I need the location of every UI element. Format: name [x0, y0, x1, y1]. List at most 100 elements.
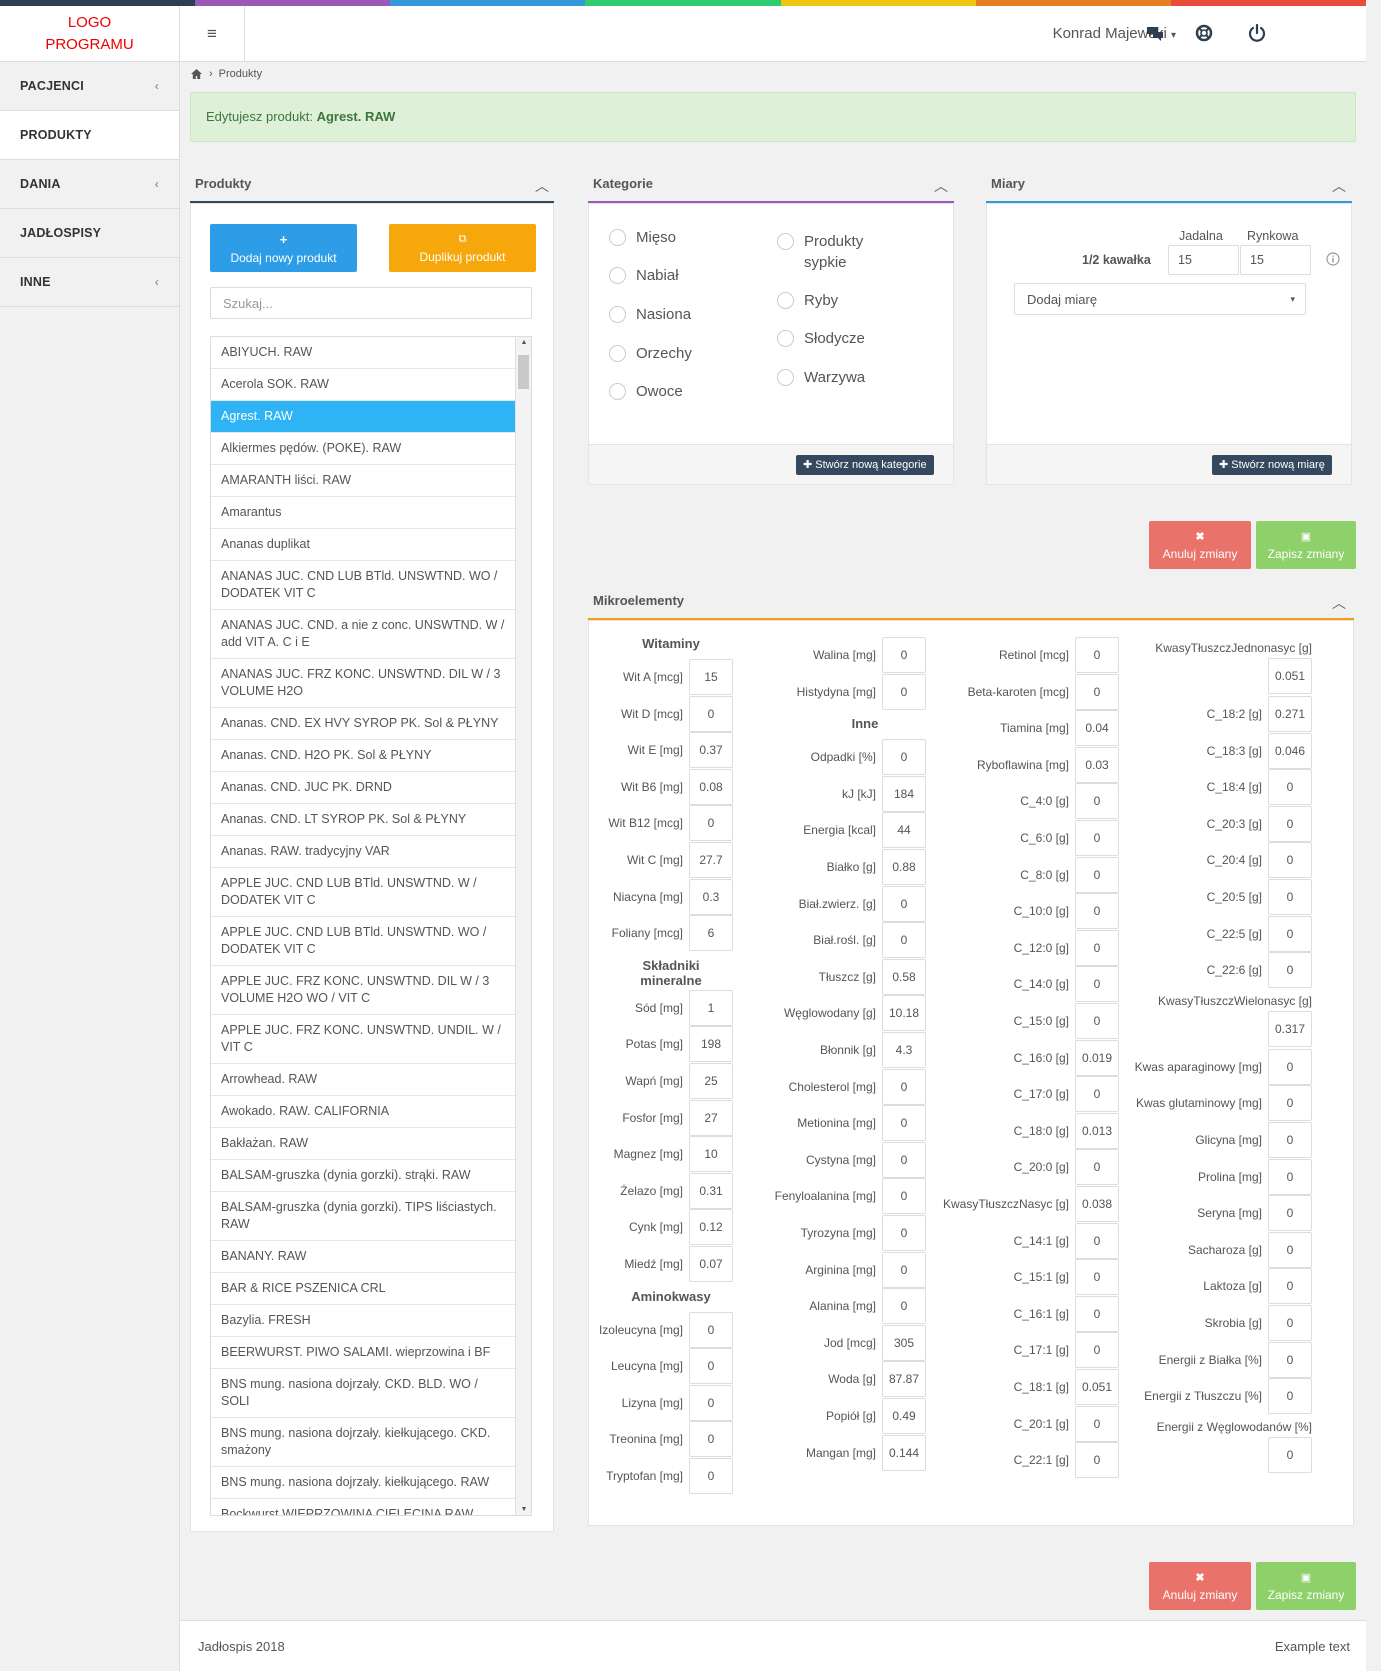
list-item[interactable]: BANANY. RAW — [211, 1241, 516, 1273]
list-item[interactable]: BAR & RICE PSZENICA CRL — [211, 1273, 516, 1305]
list-item[interactable]: ANANAS JUC. FRZ KONC. UNSWTND. DIL W / 3… — [211, 659, 516, 708]
scroll-up-icon[interactable]: ▲ — [520, 339, 528, 346]
app-logo[interactable]: LOGO PROGRAMU — [0, 6, 179, 62]
list-item[interactable]: APPLE JUC. FRZ KONC. UNSWTND. UNDIL. W /… — [211, 1015, 516, 1064]
micro-value-input[interactable]: 6 — [689, 915, 733, 952]
micro-value-input[interactable]: 0 — [1075, 673, 1119, 710]
micro-value-input[interactable]: 0.31 — [689, 1172, 733, 1209]
collapse-micro-icon[interactable]: ︿ — [1332, 595, 1346, 611]
micro-value-input[interactable]: 0 — [1075, 1003, 1119, 1039]
radio-button[interactable] — [777, 292, 794, 309]
category-option[interactable]: Mięso — [609, 227, 676, 248]
micro-value-input[interactable]: 198 — [689, 1026, 733, 1063]
micro-value-input[interactable]: 0 — [882, 1068, 926, 1105]
micro-field[interactable]: 0.317 — [1268, 1010, 1312, 1047]
list-item[interactable]: BALSAM-gruszka (dynia gorzki). strąki. R… — [211, 1160, 516, 1192]
micro-value-input[interactable]: 0 — [1268, 1195, 1312, 1232]
micro-value-input[interactable]: 0.317 — [1268, 1010, 1312, 1047]
micro-value-input[interactable]: 184 — [882, 775, 926, 812]
micro-value-input[interactable]: 0 — [882, 922, 926, 959]
list-item[interactable]: Agrest. RAW — [211, 401, 516, 433]
list-item[interactable]: Ananas. CND. LT SYROP PK. Sol & PŁYNY — [211, 804, 516, 836]
micro-field[interactable]: 0.051 — [1268, 658, 1312, 694]
radio-button[interactable] — [777, 233, 794, 250]
micro-value-input[interactable]: 27.7 — [689, 842, 733, 878]
list-item[interactable]: Bakłażan. RAW — [211, 1128, 516, 1160]
micro-value-input[interactable]: 0 — [1075, 637, 1119, 673]
micro-value-input[interactable]: 0 — [1075, 1442, 1119, 1479]
radio-button[interactable] — [777, 330, 794, 347]
micro-value-input[interactable]: 0 — [1075, 1295, 1119, 1332]
list-item[interactable]: BNS mung. nasiona dojrzały. kiełkującego… — [211, 1467, 516, 1499]
power-icon[interactable] — [1246, 22, 1268, 44]
list-item[interactable]: BEERWURST. PIWO SALAMI. wieprzowina i BF — [211, 1337, 516, 1369]
micro-value-input[interactable]: 0 — [1075, 856, 1119, 893]
list-item[interactable]: Bazylia. FRESH — [211, 1305, 516, 1337]
micro-value-input[interactable]: 0 — [1268, 879, 1312, 915]
micro-value-input[interactable]: 0 — [689, 1458, 733, 1494]
micro-value-input[interactable]: 0 — [1075, 1222, 1119, 1259]
micro-value-input[interactable]: 0 — [1268, 1378, 1312, 1415]
micro-value-input[interactable]: 0 — [689, 1348, 733, 1385]
list-item[interactable]: BALSAM-gruszka (dynia gorzki). TIPS liśc… — [211, 1192, 516, 1241]
home-icon[interactable] — [190, 68, 203, 80]
category-option[interactable]: Warzywa — [777, 367, 877, 388]
micro-value-input[interactable]: 0 — [1268, 1085, 1312, 1122]
collapse-products-icon[interactable]: ︿ — [535, 178, 549, 194]
list-item[interactable]: ANANAS JUC. CND LUB BTld. UNSWTND. WO / … — [211, 561, 516, 610]
micro-value-input[interactable]: 0 — [882, 1178, 926, 1215]
radio-button[interactable] — [777, 369, 794, 386]
info-icon[interactable] — [1326, 252, 1340, 266]
micro-value-input[interactable]: 0 — [689, 1311, 733, 1348]
product-list-scrollbar[interactable]: ▲ ▼ — [515, 337, 531, 1515]
category-option[interactable]: Nabiał — [609, 265, 679, 286]
list-item[interactable]: APPLE JUC. CND LUB BTld. UNSWTND. WO / D… — [211, 917, 516, 966]
micro-value-input[interactable]: 0 — [689, 1384, 733, 1421]
micro-value-input[interactable]: 0 — [1268, 1268, 1312, 1305]
collapse-measures-icon[interactable]: ︿ — [1332, 178, 1346, 194]
category-option[interactable]: Produkty sypkie — [777, 231, 877, 273]
micro-value-input[interactable]: 0 — [1075, 966, 1119, 1003]
micro-value-input[interactable]: 0 — [1268, 1436, 1312, 1473]
micro-value-input[interactable]: 0.12 — [689, 1209, 733, 1246]
micro-value-input[interactable]: 0 — [1075, 929, 1119, 966]
list-item[interactable]: APPLE JUC. CND LUB BTld. UNSWTND. W / DO… — [211, 868, 516, 917]
micro-value-input[interactable]: 0.019 — [1075, 1039, 1119, 1076]
sidebar-item-pacjenci[interactable]: PACJENCI ‹ — [0, 62, 179, 111]
add-measure-select[interactable]: Dodaj miarę ▾ — [1014, 283, 1306, 315]
radio-button[interactable] — [609, 345, 626, 362]
category-option[interactable]: Owoce — [609, 381, 683, 402]
sidebar-item-jadłospisy[interactable]: JADŁOSPISY — [0, 209, 179, 258]
micro-value-input[interactable]: 0.07 — [689, 1246, 733, 1282]
sidebar-item-produkty[interactable]: PRODUKTY — [0, 111, 179, 160]
category-option[interactable]: Orzechy — [609, 343, 692, 364]
category-option[interactable]: Słodycze — [777, 328, 877, 349]
micro-value-input[interactable]: 0.08 — [689, 768, 733, 805]
micro-value-input[interactable]: 0 — [1075, 1149, 1119, 1186]
list-item[interactable]: Ananas. CND. H2O PK. Sol & PŁYNY — [211, 740, 516, 772]
comments-icon[interactable] — [1144, 22, 1166, 44]
micro-value-input[interactable]: 0.3 — [689, 878, 733, 915]
list-item[interactable]: Ananas duplikat — [211, 529, 516, 561]
list-item[interactable]: ABIYUCH. RAW — [211, 337, 516, 369]
product-list[interactable]: ABIYUCH. RAW Acerola SOK. RAW Agrest. RAW A… — [210, 336, 532, 1516]
micro-value-input[interactable]: 0 — [1075, 820, 1119, 856]
radio-button[interactable] — [609, 306, 626, 323]
edible-input[interactable]: 15 — [1168, 245, 1239, 275]
collapse-categories-icon[interactable]: ︿ — [934, 178, 948, 194]
micro-value-input[interactable]: 0.144 — [882, 1434, 926, 1471]
micro-value-input[interactable]: 15 — [689, 659, 733, 695]
duplicate-product-button[interactable]: ⧉ Duplikuj produkt — [389, 224, 536, 272]
micro-value-input[interactable]: 0 — [1075, 1076, 1119, 1113]
micro-value-input[interactable]: 0.49 — [882, 1398, 926, 1434]
list-item[interactable]: ANANAS JUC. CND. a nie z conc. UNSWTND. … — [211, 610, 516, 659]
list-item[interactable]: BNS mung. nasiona dojrzały. kiełkującego… — [211, 1418, 516, 1467]
list-item[interactable]: Acerola SOK. RAW — [211, 369, 516, 401]
user-menu[interactable]: Konrad Majewski ▾ — [1053, 25, 1176, 42]
micro-value-input[interactable]: 0 — [1268, 1158, 1312, 1195]
micro-value-input[interactable]: 0 — [882, 885, 926, 922]
list-item[interactable]: Alkiermes pędów. (POKE). RAW — [211, 433, 516, 465]
micro-value-input[interactable]: 25 — [689, 1063, 733, 1099]
micro-value-input[interactable]: 0 — [689, 805, 733, 842]
save-changes-button-bottom[interactable]: ▣ Zapisz zmiany — [1256, 1562, 1356, 1610]
